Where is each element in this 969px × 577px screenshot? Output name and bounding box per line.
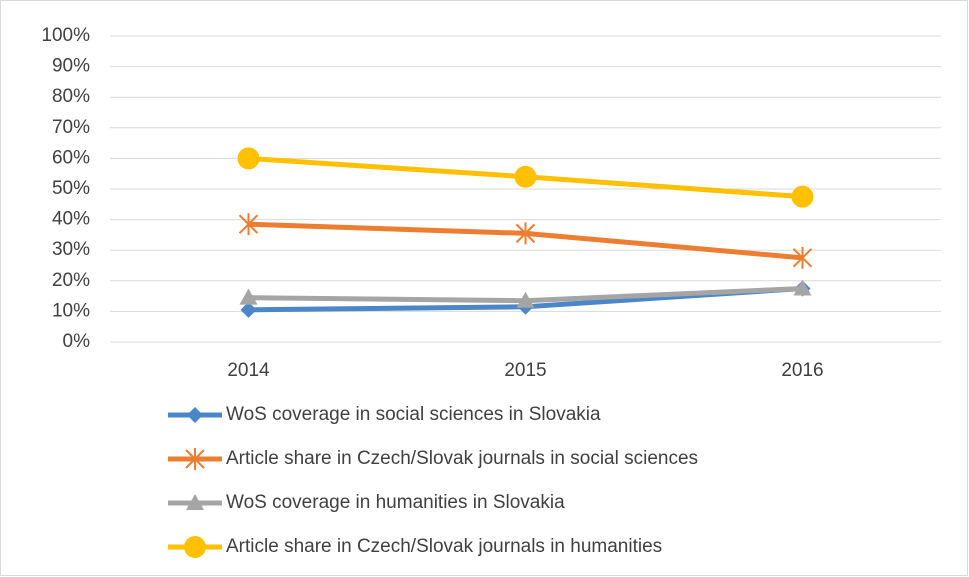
y-tick-label: 30% [52,239,90,260]
x-tick-label: 2014 [227,360,270,381]
y-tick-label: 80% [52,86,90,107]
legend-label: Article share in Czech/Slovak journals i… [226,536,662,557]
y-tick-label: 100% [41,25,90,46]
y-tick-label: 90% [52,56,90,77]
x-tick-label: 2016 [781,360,823,381]
marker [516,291,535,308]
marker [238,213,259,236]
legend-label: WoS coverage in social sciences in Slova… [226,404,601,425]
y-tick-label: 50% [52,178,90,199]
y-tick-label: 20% [52,270,90,291]
legend-label: Article share in Czech/Slovak journals i… [226,448,698,469]
y-tick-label: 60% [52,147,90,168]
legend-label: WoS coverage in humanities in Slovakia [226,492,565,513]
marker [187,407,203,423]
y-tick-label: 70% [52,117,90,138]
marker [185,448,205,470]
marker [792,246,813,269]
marker [515,222,536,245]
y-tick-label: 0% [63,331,91,352]
y-tick-label: 10% [52,300,90,321]
marker [793,279,812,296]
marker [184,536,206,558]
marker [237,147,260,170]
y-tick-label: 40% [52,209,90,230]
marker [514,165,537,188]
marker [239,288,258,305]
marker [186,494,204,510]
marker [240,301,257,318]
marker [791,185,814,208]
x-tick-label: 2015 [504,360,546,381]
